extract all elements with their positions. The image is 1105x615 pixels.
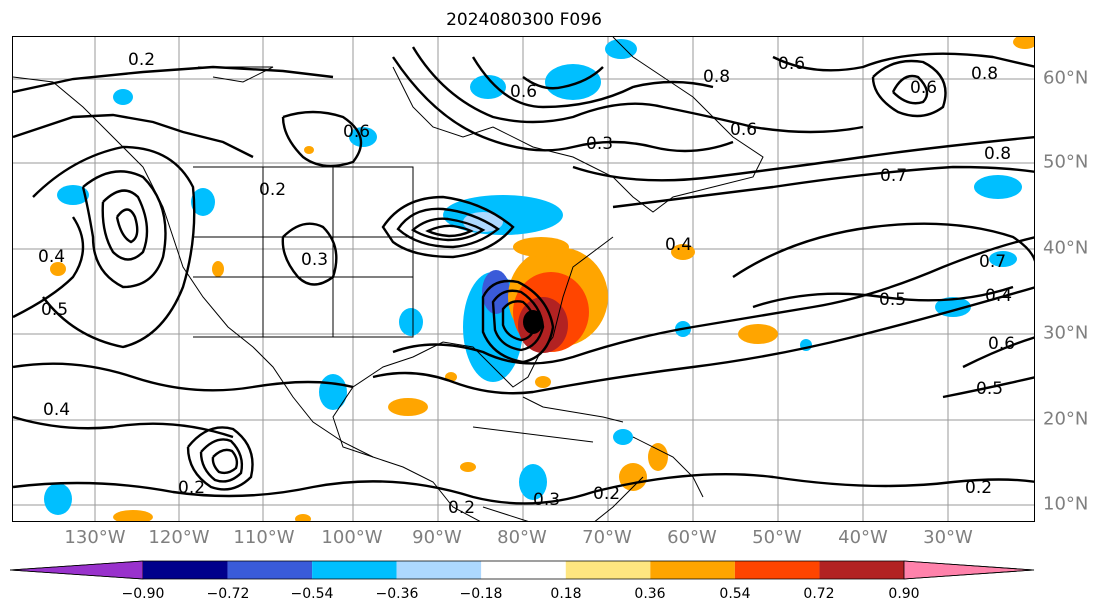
contour-label: 0.5 (976, 379, 1003, 399)
lon-label: 30°W (923, 527, 973, 548)
colorbar-extend-low (10, 560, 144, 580)
lon-label: 70°W (582, 527, 632, 548)
colorbar-tick: 0.72 (803, 586, 835, 602)
contour-label: 0.2 (259, 180, 286, 200)
colorbar-tick: 0.90 (888, 586, 920, 602)
lon-label: 130°W (64, 527, 126, 548)
lon-label: 100°W (321, 527, 383, 548)
lon-label: 110°W (233, 527, 295, 548)
colorbar-segment (650, 561, 735, 579)
map-panel: 0.2 0.6 0.8 0.6 0.8 0.6 0.3 0.6 0.8 0.7 … (12, 36, 1035, 522)
contour-label: 0.8 (703, 67, 730, 87)
contour-label: 0.6 (510, 82, 537, 102)
contours (13, 46, 1034, 505)
colorbar-segment (734, 561, 820, 579)
contour-label: 0.5 (879, 290, 906, 310)
lon-label: 60°W (667, 527, 717, 548)
lat-label: 50°N (1043, 151, 1089, 173)
map-title: 2024080300 F096 (446, 10, 602, 30)
map-svg: 0.2 0.6 0.8 0.6 0.8 0.6 0.3 0.6 0.8 0.7 … (13, 37, 1034, 521)
contour-label: 0.3 (533, 490, 560, 510)
colorbar-segment (396, 561, 482, 579)
colorbar-tick: −0.90 (121, 586, 165, 602)
coastlines (13, 37, 764, 521)
contour-label: 0.2 (128, 50, 155, 70)
colorbar-segment (481, 561, 566, 579)
contour-label: 0.6 (778, 54, 805, 74)
contour-label: 0.6 (730, 120, 757, 140)
colorbar-tick: 0.18 (550, 586, 582, 602)
colorbar (10, 560, 1035, 580)
contour-label: 0.8 (971, 64, 998, 84)
contour-label: 0.3 (301, 250, 328, 270)
colorbar-segment (227, 561, 313, 579)
colorbar-outline (10, 560, 1035, 580)
contour-label: 0.5 (41, 300, 68, 320)
contour-label: 0.8 (984, 144, 1011, 164)
colorbar-tick: −0.72 (206, 586, 250, 602)
colorbar-segment (565, 561, 651, 579)
contour-label: 0.6 (910, 78, 937, 98)
contour-label: 0.4 (985, 286, 1012, 306)
lat-label: 60°N (1043, 67, 1089, 89)
contour-label: 0.2 (965, 478, 992, 498)
lon-label: 90°W (412, 527, 462, 548)
lat-label: 20°N (1043, 408, 1089, 430)
colorbar-tick: −0.54 (290, 586, 334, 602)
contour-label: 0.6 (988, 334, 1015, 354)
contour-label: 0.7 (880, 166, 907, 186)
colorbar-segment (312, 561, 397, 579)
lat-label: 30°N (1043, 322, 1089, 344)
lon-label: 50°W (752, 527, 802, 548)
colorbar-segment (819, 561, 904, 579)
contour-label: 0.2 (593, 484, 620, 504)
colorbar-extend-high (903, 560, 1035, 580)
colorbar-tick: 0.54 (719, 586, 751, 602)
contour-label: 0.6 (343, 122, 370, 142)
contour-label: 0.2 (448, 498, 475, 518)
contour-label: 0.4 (665, 235, 692, 255)
lat-label: 10°N (1043, 493, 1089, 515)
contour-label: 0.4 (43, 400, 70, 420)
colorbar-tick: −0.18 (459, 586, 503, 602)
shading (44, 37, 1034, 521)
contour-label: 0.3 (586, 134, 613, 154)
contour-label: 0.4 (38, 247, 65, 267)
lat-label: 40°N (1043, 237, 1089, 259)
contour-label: 0.2 (178, 478, 205, 498)
lon-label: 80°W (497, 527, 547, 548)
colorbar-tick: −0.36 (375, 586, 419, 602)
colorbar-tick: 0.36 (634, 586, 666, 602)
lon-label: 120°W (148, 527, 210, 548)
lon-label: 40°W (838, 527, 888, 548)
colorbar-segment (143, 561, 228, 579)
contour-label-group: 0.2 0.6 0.8 0.6 0.8 0.6 0.3 0.6 0.8 0.7 … (38, 50, 1015, 518)
contour-label: 0.7 (979, 252, 1006, 272)
